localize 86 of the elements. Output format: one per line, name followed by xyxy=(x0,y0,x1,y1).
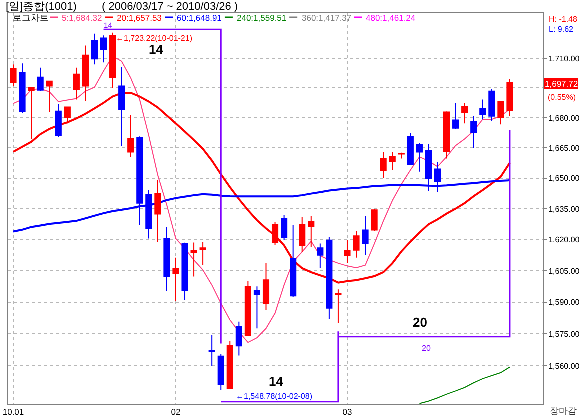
x-tick-label: 02 xyxy=(171,407,181,417)
candlestick xyxy=(407,132,414,166)
text: L: 9.62 xyxy=(549,25,574,34)
y-tick-label: 1,680.00 xyxy=(548,114,580,123)
y-tick-label: 1,620.00 xyxy=(548,236,580,245)
candlestick xyxy=(416,142,423,172)
y-tick-label: 1,665.00 xyxy=(548,144,580,153)
candlestick xyxy=(470,116,478,149)
y-tick-label: 1,635.00 xyxy=(548,204,580,214)
candlestick xyxy=(128,114,134,158)
text: 1,697.72 xyxy=(545,79,578,89)
y-tick-label: 1,575.00 xyxy=(548,330,580,339)
candlestick xyxy=(55,104,62,138)
candlestick xyxy=(64,106,71,124)
y-tick-label: 1,650.00 xyxy=(548,174,580,184)
chart-title: [일]종합(1001) xyxy=(6,1,77,13)
legend-label: 60:1,648.91 xyxy=(177,13,222,23)
legend-label: 5:1,684.32 xyxy=(62,13,102,23)
candlestick xyxy=(444,111,450,160)
annotation: ←1,548.78(10-02-08) xyxy=(236,392,313,401)
candlestick xyxy=(462,102,468,124)
annotation: ←1,723.22(10-01-21) xyxy=(116,34,193,43)
x-tick-label: 10.01 xyxy=(2,407,24,417)
candlestick xyxy=(200,242,206,266)
text: H: -1.48 xyxy=(549,15,578,24)
candlestick xyxy=(244,280,252,337)
candlestick xyxy=(480,99,486,120)
candlestick xyxy=(10,64,17,87)
annotation: 14 xyxy=(269,374,284,389)
candlestick xyxy=(82,45,89,102)
candlestick xyxy=(380,152,387,179)
candlestick xyxy=(19,63,26,114)
annotation: 로그차트 xyxy=(13,13,49,23)
candlestick xyxy=(182,242,188,301)
candlestick xyxy=(281,214,288,241)
candlestick xyxy=(371,208,378,232)
chart-subtitle: ( 2006/03/17 ~ 2010/03/26 ) xyxy=(102,1,238,13)
legend-label: 240:1,559.51 xyxy=(237,13,287,23)
candlestick xyxy=(362,216,369,256)
candlestick xyxy=(73,67,80,100)
candlestick xyxy=(488,88,496,122)
line-series xyxy=(419,366,510,404)
candlestick xyxy=(46,80,53,113)
annotation: 20 xyxy=(413,315,428,330)
legend-label: 480:1,461.24 xyxy=(366,13,416,23)
candlestick xyxy=(299,217,306,253)
candlestick xyxy=(344,240,351,264)
candlestick xyxy=(498,100,504,126)
candlestick xyxy=(154,179,162,243)
legend-label: 20:1,657.53 xyxy=(117,13,162,23)
candlestick xyxy=(37,67,44,92)
line-series xyxy=(13,56,510,344)
candlestick xyxy=(236,321,242,356)
candlestick xyxy=(218,354,224,391)
candlestick xyxy=(262,262,270,311)
y-tick-label: 1,605.00 xyxy=(548,266,580,276)
candlestick xyxy=(226,340,234,390)
candlestick xyxy=(164,226,170,292)
candlestick xyxy=(326,236,333,320)
candlestick xyxy=(317,243,324,269)
candlestick xyxy=(398,152,405,160)
y-tick-label: 1,560.00 xyxy=(548,362,580,372)
x-tick-label: 03 xyxy=(342,407,352,417)
candlestick xyxy=(353,231,360,258)
candlestick xyxy=(452,102,460,130)
candlestick xyxy=(389,152,396,171)
candlestick xyxy=(172,257,180,302)
y-tick-label: 1,710.00 xyxy=(548,54,580,64)
candlestick xyxy=(91,33,98,66)
text: (0.55%) xyxy=(548,93,576,102)
y-tick-label: 1,590.00 xyxy=(548,298,580,308)
candlestick xyxy=(506,78,514,117)
candlestick xyxy=(118,66,126,147)
candlestick xyxy=(254,286,260,330)
candlestick xyxy=(208,334,216,366)
text: 장마감 xyxy=(550,406,577,416)
candlestick xyxy=(110,32,116,89)
candlestick xyxy=(308,216,315,248)
annotation: 20 xyxy=(422,344,432,353)
legend-label: 360:1,417.37 xyxy=(302,13,352,23)
candlestick xyxy=(290,224,297,298)
annotation: 14 xyxy=(149,42,164,57)
candlestick xyxy=(100,35,108,64)
candlestick xyxy=(190,242,198,278)
candlestick xyxy=(272,222,279,246)
candlestick xyxy=(335,289,342,324)
